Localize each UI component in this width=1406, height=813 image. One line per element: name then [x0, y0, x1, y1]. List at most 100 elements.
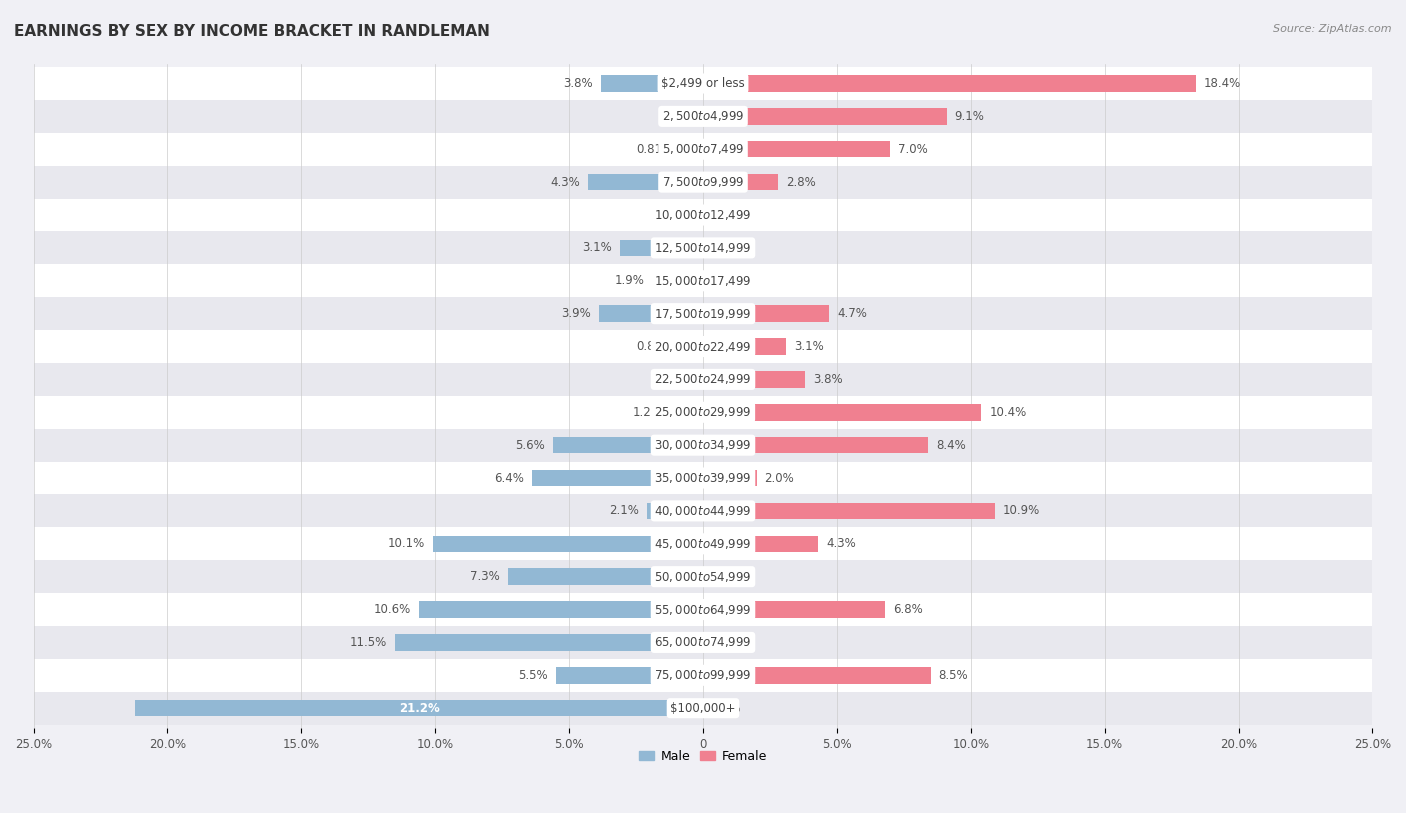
Text: $50,000 to $54,999: $50,000 to $54,999 — [654, 570, 752, 584]
Text: $10,000 to $12,499: $10,000 to $12,499 — [654, 208, 752, 222]
Text: 9.1%: 9.1% — [955, 110, 984, 123]
Text: 8.4%: 8.4% — [936, 439, 966, 452]
Text: $40,000 to $44,999: $40,000 to $44,999 — [654, 504, 752, 518]
Bar — [703, 470, 756, 486]
Text: 10.6%: 10.6% — [374, 603, 411, 616]
Bar — [34, 198, 1372, 232]
Bar — [34, 528, 1372, 560]
Bar — [682, 338, 703, 354]
Bar — [652, 272, 703, 289]
Text: $22,500 to $24,999: $22,500 to $24,999 — [654, 372, 752, 386]
Text: 7.0%: 7.0% — [898, 143, 928, 156]
Text: 10.9%: 10.9% — [1002, 504, 1040, 517]
Bar — [34, 298, 1372, 330]
Text: 0.0%: 0.0% — [665, 208, 695, 221]
Text: 3.1%: 3.1% — [582, 241, 612, 254]
Bar — [34, 363, 1372, 396]
Text: 8.5%: 8.5% — [939, 669, 969, 682]
Text: $2,499 or less: $2,499 or less — [661, 77, 745, 90]
Bar — [34, 560, 1372, 593]
Text: 11.5%: 11.5% — [350, 636, 387, 649]
Text: $5,000 to $7,499: $5,000 to $7,499 — [662, 142, 744, 156]
Text: 0.0%: 0.0% — [711, 702, 741, 715]
Text: 6.8%: 6.8% — [893, 603, 922, 616]
Bar — [703, 437, 928, 454]
Bar — [703, 372, 804, 388]
Bar — [34, 133, 1372, 166]
Bar — [703, 502, 995, 520]
Bar — [419, 602, 703, 618]
Bar — [34, 396, 1372, 428]
Bar — [34, 232, 1372, 264]
Bar — [395, 634, 703, 650]
Text: 4.3%: 4.3% — [550, 176, 579, 189]
Text: $30,000 to $34,999: $30,000 to $34,999 — [654, 438, 752, 452]
Text: 4.3%: 4.3% — [827, 537, 856, 550]
Bar — [703, 667, 931, 684]
Text: $55,000 to $64,999: $55,000 to $64,999 — [654, 602, 752, 616]
Text: 21.2%: 21.2% — [399, 702, 440, 715]
Bar — [433, 536, 703, 552]
Text: $25,000 to $29,999: $25,000 to $29,999 — [654, 406, 752, 420]
Bar — [34, 100, 1372, 133]
Text: 4.7%: 4.7% — [837, 307, 866, 320]
Text: EARNINGS BY SEX BY INCOME BRACKET IN RANDLEMAN: EARNINGS BY SEX BY INCOME BRACKET IN RAN… — [14, 24, 489, 39]
Text: 0.0%: 0.0% — [665, 373, 695, 386]
Bar — [703, 76, 1195, 92]
Text: 5.6%: 5.6% — [515, 439, 546, 452]
Bar — [703, 602, 886, 618]
Bar — [531, 470, 703, 486]
Bar — [602, 76, 703, 92]
Bar — [34, 428, 1372, 462]
Text: $100,000+: $100,000+ — [671, 702, 735, 715]
Text: $35,000 to $39,999: $35,000 to $39,999 — [654, 471, 752, 485]
Text: 1.2%: 1.2% — [633, 406, 662, 419]
Text: 6.4%: 6.4% — [494, 472, 523, 485]
Text: $45,000 to $49,999: $45,000 to $49,999 — [654, 537, 752, 550]
Text: 0.0%: 0.0% — [711, 636, 741, 649]
Bar — [671, 404, 703, 420]
Text: 0.81%: 0.81% — [636, 143, 673, 156]
Bar — [703, 404, 981, 420]
Text: 1.9%: 1.9% — [614, 274, 644, 287]
Text: 18.4%: 18.4% — [1204, 77, 1241, 90]
Text: 0.0%: 0.0% — [711, 241, 741, 254]
Bar — [34, 494, 1372, 528]
Bar — [703, 174, 778, 190]
Bar — [703, 536, 818, 552]
Text: 0.0%: 0.0% — [711, 274, 741, 287]
Bar — [599, 306, 703, 322]
Bar — [620, 240, 703, 256]
Bar — [34, 626, 1372, 659]
Text: 0.0%: 0.0% — [711, 208, 741, 221]
Text: 0.81%: 0.81% — [636, 340, 673, 353]
Text: 0.0%: 0.0% — [711, 570, 741, 583]
Text: 2.0%: 2.0% — [765, 472, 794, 485]
Bar — [34, 659, 1372, 692]
Text: 2.8%: 2.8% — [786, 176, 815, 189]
Text: Source: ZipAtlas.com: Source: ZipAtlas.com — [1274, 24, 1392, 34]
Bar — [553, 437, 703, 454]
Bar — [703, 141, 890, 158]
Bar — [647, 502, 703, 520]
Text: $17,500 to $19,999: $17,500 to $19,999 — [654, 307, 752, 320]
Text: $65,000 to $74,999: $65,000 to $74,999 — [654, 636, 752, 650]
Bar — [703, 108, 946, 124]
Bar — [34, 330, 1372, 363]
Text: $20,000 to $22,499: $20,000 to $22,499 — [654, 340, 752, 354]
Text: 3.9%: 3.9% — [561, 307, 591, 320]
Bar — [588, 174, 703, 190]
Bar — [34, 692, 1372, 724]
Text: $7,500 to $9,999: $7,500 to $9,999 — [662, 175, 744, 189]
Text: 2.1%: 2.1% — [609, 504, 638, 517]
Bar — [703, 338, 786, 354]
Text: 5.5%: 5.5% — [517, 669, 548, 682]
Bar — [34, 593, 1372, 626]
Bar — [703, 306, 830, 322]
Text: 10.4%: 10.4% — [990, 406, 1026, 419]
Text: $75,000 to $99,999: $75,000 to $99,999 — [654, 668, 752, 682]
Text: $12,500 to $14,999: $12,500 to $14,999 — [654, 241, 752, 255]
Bar — [555, 667, 703, 684]
Text: 3.8%: 3.8% — [564, 77, 593, 90]
Bar — [682, 141, 703, 158]
